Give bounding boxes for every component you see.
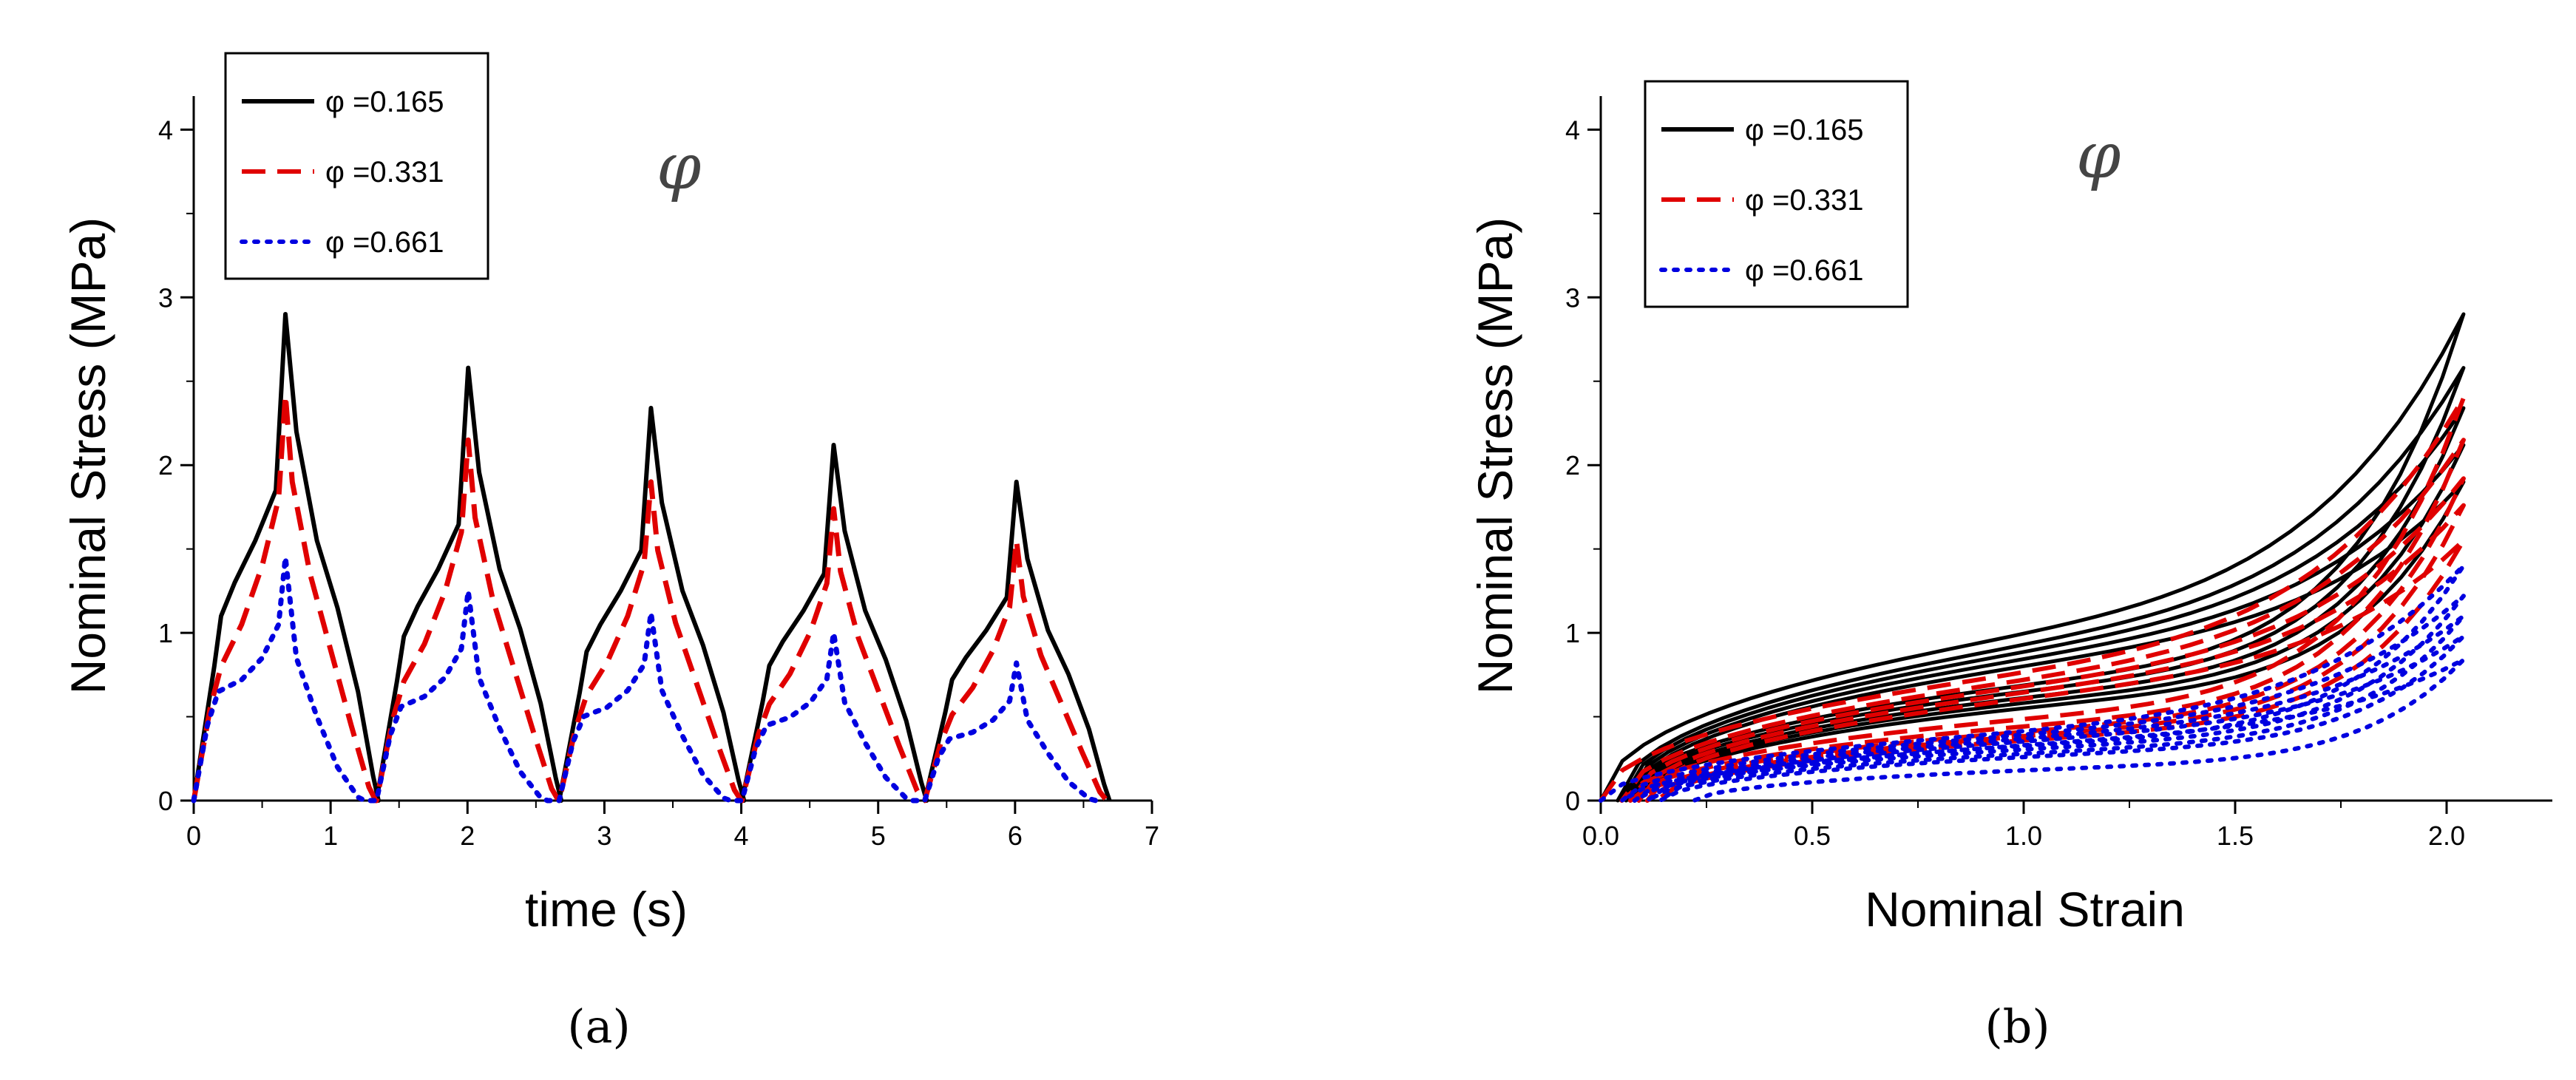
series-loop-dashed [1599, 395, 2466, 803]
y-tick-label: 0 [1565, 786, 1580, 816]
series-loop-solid [1599, 312, 2466, 803]
x-tick-label: 3 [597, 821, 611, 851]
x-tick-label: 6 [1008, 821, 1023, 851]
legend-entry: φ =0.165 [325, 86, 444, 118]
y-tick-label: 2 [1565, 450, 1580, 480]
series-line-dotted [191, 554, 1099, 804]
y-tick-label: 4 [1565, 115, 1580, 145]
x-tick-label: 4 [734, 821, 749, 851]
y-tick-label: 3 [1565, 282, 1580, 313]
series-line-solid [191, 312, 1112, 803]
y-axis-label: Nominal Stress (MPa) [1468, 217, 1522, 694]
x-axis-label: time (s) [525, 882, 688, 937]
x-tick-label: 1.5 [2217, 821, 2254, 851]
y-tick-label: 1 [1565, 618, 1580, 648]
x-tick-label: 5 [871, 821, 886, 851]
x-tick-label: 1 [323, 821, 338, 851]
legend-entry: φ =0.661 [1745, 254, 1864, 287]
legend-entry: φ =0.331 [325, 156, 444, 189]
y-tick-label: 2 [158, 450, 173, 480]
series-loop-dotted [1599, 563, 2466, 803]
phi-annotation: φ [657, 130, 701, 204]
x-tick-label: 2.0 [2428, 821, 2465, 851]
legend-entry: φ =0.661 [325, 226, 444, 259]
x-tick-label: 0.5 [1794, 821, 1831, 851]
x-tick-label: 7 [1145, 821, 1159, 851]
x-tick-label: 0 [186, 821, 201, 851]
phi-annotation: φ [2076, 119, 2121, 193]
x-axis-label: Nominal Strain [1865, 882, 2185, 937]
x-tick-label: 1.0 [2005, 821, 2042, 851]
y-tick-label: 4 [158, 115, 173, 145]
panel-label: (a) [567, 999, 630, 1053]
x-tick-label: 0.0 [1582, 821, 1619, 851]
panel-b-stress-strain: 0.0 0.5 1.0 1.5 2.0 0 1 2 3 4 Nominal Strain Nomina… [1468, 80, 2552, 1053]
y-axis-label: Nominal Stress (MPa) [61, 217, 115, 694]
panel-a-time-series: 0 1 2 3 4 5 6 7 0 1 2 3 4 time (s) Nominal Stress (MPa… [61, 52, 1159, 1053]
series-line-dashed [191, 392, 1109, 804]
y-tick-label: 1 [158, 618, 173, 648]
y-tick-label: 3 [158, 282, 173, 313]
x-tick-label: 2 [460, 821, 475, 851]
y-tick-label: 0 [158, 786, 173, 816]
legend-entry: φ =0.165 [1745, 114, 1864, 146]
panel-label: (b) [1984, 999, 2050, 1053]
legend-entry: φ =0.331 [1745, 184, 1864, 217]
